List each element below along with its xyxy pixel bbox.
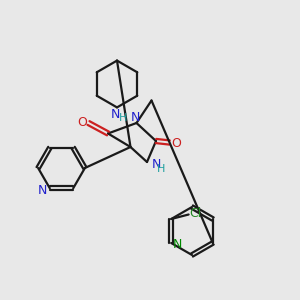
Text: O: O <box>171 136 181 150</box>
Text: N: N <box>151 158 161 171</box>
Text: N: N <box>130 111 140 124</box>
Text: N: N <box>38 184 47 196</box>
Text: H: H <box>119 113 127 123</box>
Text: N: N <box>111 107 120 121</box>
Text: Cl: Cl <box>189 207 201 220</box>
Text: H: H <box>157 164 166 174</box>
Text: O: O <box>77 116 87 129</box>
Text: N: N <box>173 238 182 251</box>
